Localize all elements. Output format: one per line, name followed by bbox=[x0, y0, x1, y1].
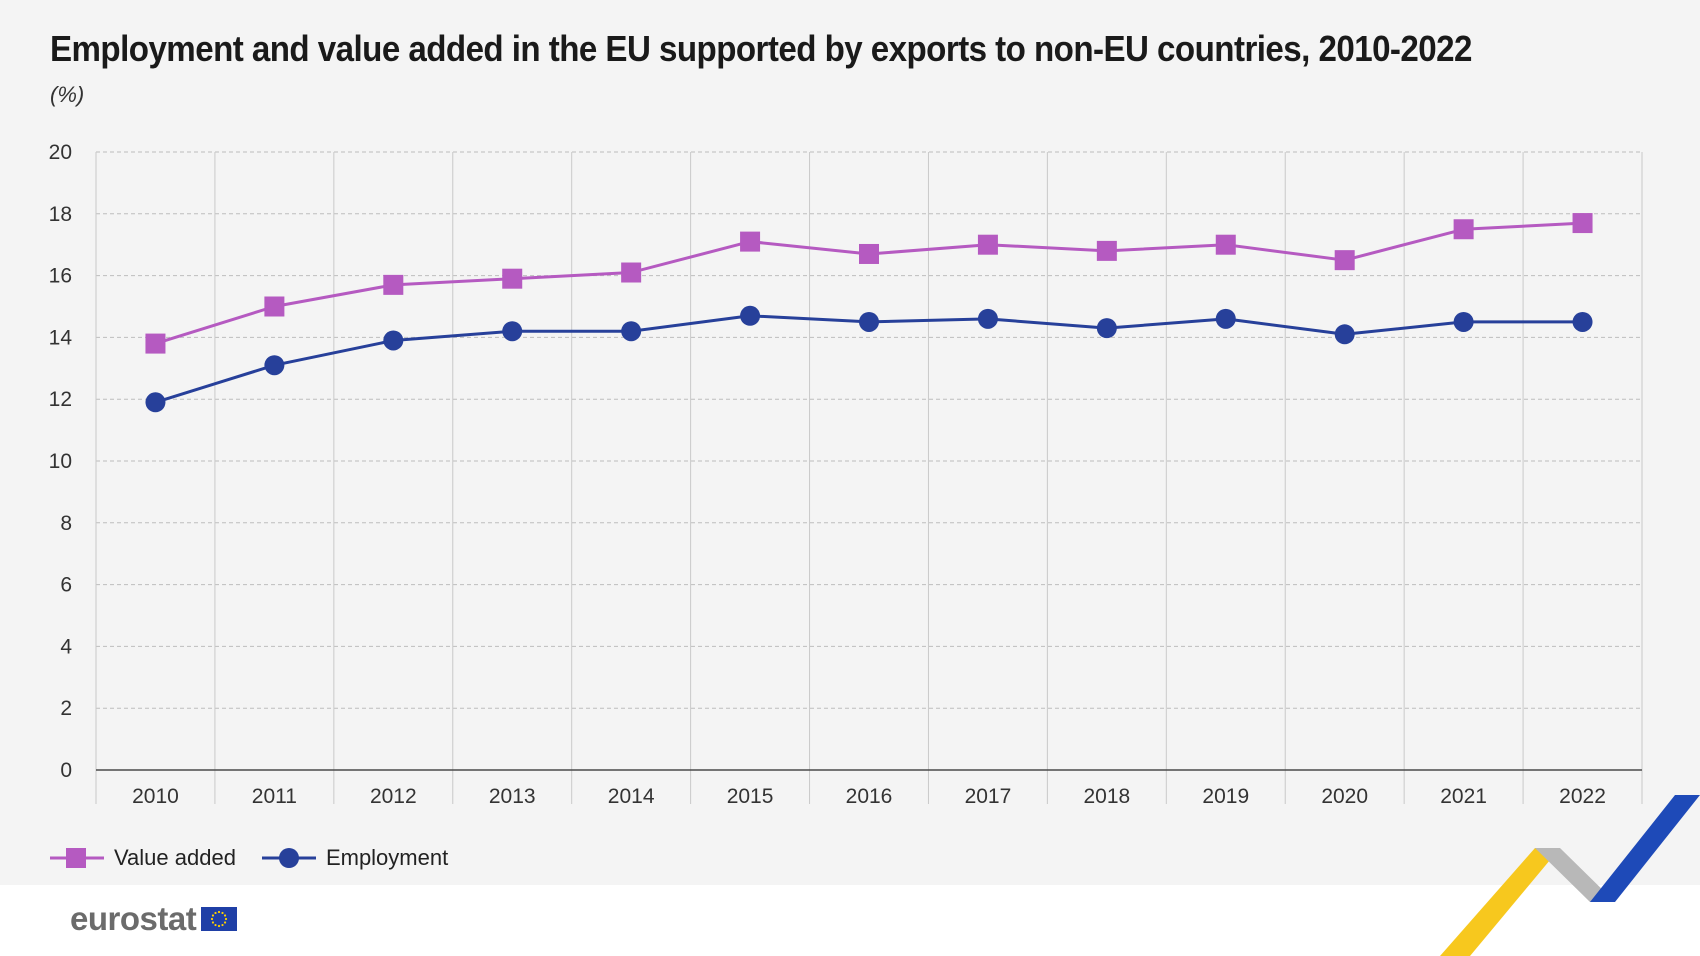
y-tick-label-8: 8 bbox=[60, 512, 72, 535]
data-point-value-added-2011 bbox=[264, 296, 285, 317]
legend-item-employment[interactable]: Employment bbox=[261, 845, 449, 871]
data-point-employment-2022 bbox=[1572, 311, 1593, 332]
x-tick-label-2015: 2015 bbox=[727, 785, 774, 808]
decoration-grey-ribbon bbox=[1535, 848, 1615, 902]
data-point-value-added-2013 bbox=[502, 268, 523, 289]
data-point-employment-2018 bbox=[1096, 318, 1117, 339]
x-tick-label-2019: 2019 bbox=[1202, 785, 1249, 808]
data-point-employment-2019 bbox=[1215, 308, 1236, 329]
x-tick-label-2016: 2016 bbox=[846, 785, 893, 808]
flag-star bbox=[221, 923, 224, 927]
x-tick-labels: 2010 2011 2012 2013 2014 2015 2016 2017 2018 2019… bbox=[132, 785, 1606, 808]
data-point-value-added-2014 bbox=[621, 262, 642, 283]
unit-label: (%) bbox=[50, 82, 85, 107]
data-point-employment-2011 bbox=[264, 355, 285, 376]
y-tick-label-18: 18 bbox=[49, 203, 72, 226]
data-point-value-added-2019 bbox=[1215, 234, 1236, 255]
eurostat-logo: eurostat bbox=[70, 900, 238, 938]
data-point-employment-2017 bbox=[977, 308, 998, 329]
x-tick-label-2013: 2013 bbox=[489, 785, 536, 808]
flag-star bbox=[212, 914, 215, 917]
flag-star bbox=[214, 923, 217, 927]
data-point-employment-2013 bbox=[502, 321, 523, 342]
y-tick-label-10: 10 bbox=[49, 450, 72, 473]
data-point-value-added-2015 bbox=[740, 231, 761, 252]
flag-star bbox=[224, 914, 227, 917]
legend-label-value-added: Value added bbox=[114, 845, 236, 870]
data-point-employment-2016 bbox=[859, 311, 879, 332]
flag-star bbox=[214, 911, 217, 915]
series-layer bbox=[145, 213, 1593, 413]
data-point-employment-2012 bbox=[383, 330, 404, 351]
data-point-value-added-2016 bbox=[859, 243, 879, 264]
data-point-value-added-2010 bbox=[145, 333, 166, 354]
x-tick-label-2014: 2014 bbox=[608, 785, 655, 808]
data-point-value-added-2018 bbox=[1096, 240, 1117, 261]
y-tick-label-12: 12 bbox=[49, 388, 72, 411]
data-point-value-added-2021 bbox=[1453, 219, 1474, 240]
data-point-employment-2015 bbox=[740, 305, 761, 326]
chart-panel bbox=[0, 0, 1700, 885]
x-tick-label-2010: 2010 bbox=[132, 785, 179, 808]
x-tick-label-2018: 2018 bbox=[1083, 785, 1130, 808]
x-tick-label-2020: 2020 bbox=[1321, 785, 1368, 808]
flag-star bbox=[224, 921, 227, 924]
y-tick-label-20: 20 bbox=[49, 141, 72, 164]
y-tick-labels: 0 2 4 6 8 10 12 14 16 18 20 bbox=[49, 141, 73, 782]
circle-marker-icon bbox=[261, 848, 316, 868]
flag-star bbox=[218, 910, 221, 914]
flag-star bbox=[225, 917, 228, 921]
y-tick-label-4: 4 bbox=[60, 635, 72, 658]
legend-item-value-added[interactable]: Value added bbox=[50, 845, 236, 871]
x-tick-label-2017: 2017 bbox=[965, 785, 1012, 808]
flag-star bbox=[211, 917, 214, 921]
flag-star bbox=[221, 911, 224, 915]
x-tick-label-2012: 2012 bbox=[370, 785, 417, 808]
y-tick-label-14: 14 bbox=[49, 326, 73, 349]
x-tick-label-2011: 2011 bbox=[252, 785, 297, 808]
data-point-employment-2020 bbox=[1334, 324, 1355, 345]
legend-label-employment: Employment bbox=[325, 845, 449, 870]
data-point-employment-2010 bbox=[145, 392, 166, 413]
y-tick-label-0: 0 bbox=[60, 759, 72, 782]
flag-star bbox=[212, 921, 215, 924]
data-point-employment-2014 bbox=[621, 321, 642, 342]
y-tick-label-16: 16 bbox=[49, 265, 72, 288]
data-point-employment-2021 bbox=[1453, 311, 1474, 332]
decoration-blue-ribbon bbox=[1590, 795, 1700, 902]
data-point-value-added-2012 bbox=[383, 274, 404, 295]
legend: Value added Employment bbox=[50, 843, 474, 873]
y-tick-label-6: 6 bbox=[60, 574, 72, 597]
decoration-yellow-ribbon bbox=[1440, 848, 1560, 956]
brand-name: eurostat bbox=[70, 900, 197, 937]
grid-lines bbox=[95, 151, 1643, 804]
x-tick-label-2021: 2021 bbox=[1440, 785, 1487, 808]
chart-title: Employment and value added in the EU sup… bbox=[50, 28, 1472, 69]
x-tick-label-2022: 2022 bbox=[1559, 785, 1606, 808]
square-marker-icon bbox=[50, 848, 104, 868]
data-point-value-added-2022 bbox=[1572, 213, 1593, 234]
flag-star bbox=[218, 924, 221, 928]
y-tick-label-2: 2 bbox=[60, 697, 72, 720]
data-point-value-added-2020 bbox=[1334, 250, 1355, 271]
eu-flag-icon bbox=[201, 907, 238, 931]
data-point-value-added-2017 bbox=[977, 234, 998, 255]
